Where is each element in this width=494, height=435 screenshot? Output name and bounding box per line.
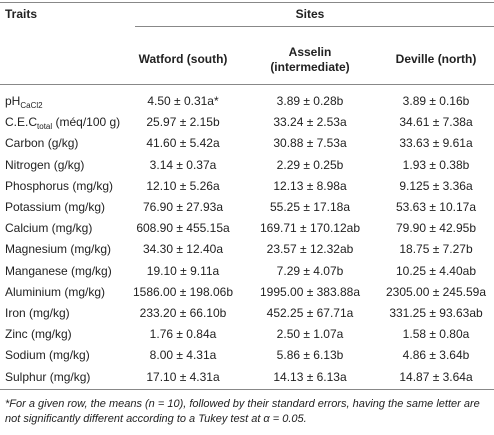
value-cell: 1.58 ± 0.80a xyxy=(402,327,470,342)
trait-label: Phosphorus (mg/kg) xyxy=(5,179,113,193)
trait-text: Carbon (g/kg) xyxy=(5,136,79,151)
trait-text: pH xyxy=(5,94,21,108)
value-cell: 3.89 ± 0.16b xyxy=(402,94,470,108)
trait-text: Sulphur (mg/kg) xyxy=(5,369,91,384)
trait-label: pHCaCl2 xyxy=(5,94,43,110)
trait-label: Calcium (mg/kg) xyxy=(5,221,92,235)
trait-label: Magnesium (mg/kg) xyxy=(5,242,111,256)
value-cell: 14.87 ± 3.64a xyxy=(399,369,473,384)
value-cell: 608.90 ± 455.15a xyxy=(136,221,230,236)
value-cell: 7.29 ± 4.07b xyxy=(276,263,344,278)
rule xyxy=(0,389,494,390)
trait-label: Carbon (g/kg) xyxy=(5,136,78,150)
value-cell: 34.61 ± 7.38a xyxy=(399,115,473,130)
trait-text: Sodium (mg/kg) xyxy=(5,348,90,363)
value-cell: 25.97 ± 2.15b xyxy=(146,115,220,130)
column-header: Watford (south) xyxy=(138,52,228,66)
trait-label: Aluminium (mg/kg) xyxy=(5,285,105,299)
value-cell: 331.25 ± 93.63ab xyxy=(389,306,483,320)
value-cell: 76.90 ± 27.93a xyxy=(143,200,223,214)
value-cell: 169.71 ± 170.12ab xyxy=(259,221,361,236)
value-cell: 55.25 ± 17.18a xyxy=(270,200,350,214)
sites-header: Sites xyxy=(295,7,325,21)
column-header: Deville (north) xyxy=(395,52,477,66)
value-cell: 452.25 ± 67.71a xyxy=(266,306,354,320)
value-cell: 1995.00 ± 383.88a xyxy=(259,284,361,299)
value-cell: 1586.00 ± 198.06b xyxy=(132,284,234,299)
trait-label: Zinc (mg/kg) xyxy=(5,327,72,341)
trait-text: Calcium (mg/kg) xyxy=(5,221,93,236)
value-cell: 233.20 ± 66.10b xyxy=(139,306,227,320)
trait-text: Iron (mg/kg) xyxy=(5,306,70,320)
value-cell: 5.86 ± 6.13b xyxy=(276,348,344,363)
value-cell: 23.57 ± 12.32ab xyxy=(266,242,354,257)
trait-label: C.E.Ctotal (méq/100 g) xyxy=(5,115,121,132)
value-cell: 2305.00 ± 245.59a xyxy=(385,284,487,299)
footnote: *For a given row, the means (n = 10), fo… xyxy=(5,398,480,425)
traits-header: Traits xyxy=(5,7,38,21)
value-cell: 18.75 ± 7.27b xyxy=(399,242,473,257)
value-cell: 33.63 ± 9.61a xyxy=(399,136,473,151)
trait-subscript: CaCl2 xyxy=(20,101,43,110)
trait-text: Magnesium (mg/kg) xyxy=(5,242,112,257)
trait-subscript: total xyxy=(37,122,53,132)
value-cell: 41.60 ± 5.42a xyxy=(146,136,220,151)
value-cell: 53.63 ± 10.17a xyxy=(396,200,476,214)
value-cell: 8.00 ± 4.31a xyxy=(149,348,217,363)
trait-text: (méq/100 g) xyxy=(52,115,121,130)
rule xyxy=(0,2,494,3)
trait-text: Aluminium (mg/kg) xyxy=(5,284,106,299)
rule xyxy=(0,84,494,85)
trait-label: Sodium (mg/kg) xyxy=(5,348,90,362)
value-cell: 14.13 ± 6.13a xyxy=(273,369,347,384)
trait-text: Potassium (mg/kg) xyxy=(5,200,106,214)
value-cell: 12.10 ± 5.26a xyxy=(146,178,220,193)
value-cell: 33.24 ± 2.53a xyxy=(273,115,347,130)
trait-text: C.E.C xyxy=(5,115,38,130)
value-cell: 34.30 ± 12.40a xyxy=(143,242,223,257)
rule xyxy=(135,26,494,27)
value-cell: 30.88 ± 7.53a xyxy=(273,136,347,151)
trait-label: Potassium (mg/kg) xyxy=(5,200,105,214)
value-cell: 4.86 ± 3.64b xyxy=(402,348,470,363)
value-cell: 3.89 ± 0.28b xyxy=(276,94,344,108)
value-cell: 19.10 ± 9.11a xyxy=(146,263,220,278)
trait-label: Manganese (mg/kg) xyxy=(5,264,112,278)
trait-label: Iron (mg/kg) xyxy=(5,306,70,320)
trait-text: Phosphorus (mg/kg) xyxy=(5,178,114,193)
trait-text: Zinc (mg/kg) xyxy=(5,327,72,342)
column-header: Asselin (intermediate) xyxy=(270,45,350,74)
value-cell: 2.29 ± 0.25b xyxy=(276,157,344,172)
value-cell: 1.93 ± 0.38b xyxy=(402,157,470,172)
value-cell: 3.14 ± 0.37a xyxy=(149,157,217,172)
trait-text: Nitrogen (g/kg) xyxy=(5,157,85,172)
value-cell: 10.25 ± 4.40ab xyxy=(396,263,476,278)
trait-text: Manganese (mg/kg) xyxy=(5,263,112,278)
value-cell: 1.76 ± 0.84a xyxy=(149,327,217,342)
value-cell: 17.10 ± 4.31a xyxy=(146,369,220,384)
value-cell: 4.50 ± 0.31a* xyxy=(147,94,219,108)
value-cell: 12.13 ± 8.98a xyxy=(273,178,347,193)
trait-label: Sulphur (mg/kg) xyxy=(5,370,90,384)
value-cell: 79.90 ± 42.95b xyxy=(396,221,476,236)
value-cell: 2.50 ± 1.07a xyxy=(276,327,344,342)
trait-label: Nitrogen (g/kg) xyxy=(5,158,84,172)
value-cell: 9.125 ± 3.36a xyxy=(399,178,473,193)
